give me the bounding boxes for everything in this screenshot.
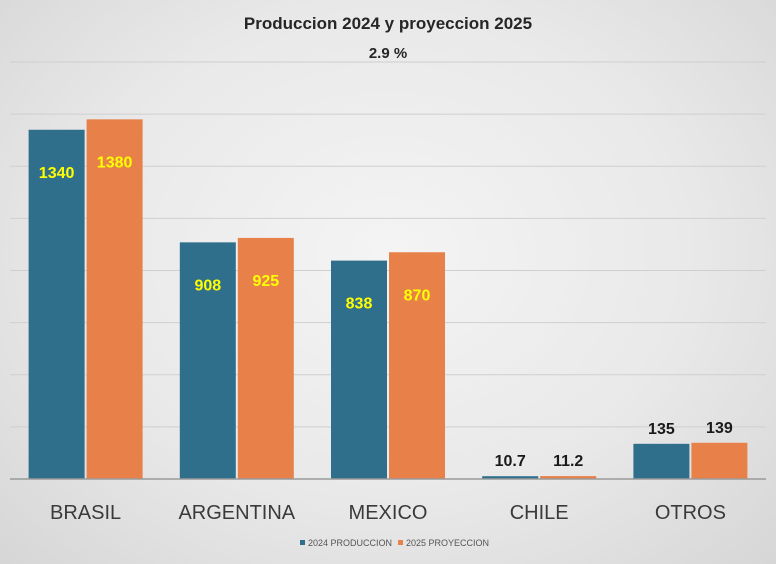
data-labels: 1340 1380 908 925 838 870 10.7 11.2 135 139 (39, 154, 733, 470)
category-label: BRASIL (50, 502, 121, 524)
data-label: 10.7 (495, 453, 526, 470)
legend-swatch (300, 540, 305, 545)
data-label: 139 (706, 420, 733, 437)
bar-argentina-2024 (179, 242, 236, 479)
bar-otros-2025 (691, 442, 748, 479)
bar-chile-2025 (540, 476, 597, 479)
bar-chile-2024 (482, 476, 539, 479)
data-label: 870 (404, 287, 431, 304)
legend-label: 2024 PRODUCCION (308, 538, 392, 548)
bar-brasil-2025 (86, 119, 143, 480)
data-label: 1340 (39, 165, 75, 182)
legend: 2024 PRODUCCION 2025 PROYECCION (300, 538, 489, 548)
chart-title: Produccion 2024 y proyeccion 2025 (244, 14, 532, 33)
bar-otros-2024 (633, 443, 690, 479)
bars (28, 119, 748, 480)
legend-label: 2025 PROYECCION (406, 538, 489, 548)
chart-subtitle: 2.9 % (369, 45, 407, 62)
legend-swatch (398, 540, 403, 545)
bar-argentina-2025 (237, 237, 294, 479)
bar-mexico-2025 (389, 252, 445, 479)
category-label: MEXICO (349, 502, 428, 524)
data-label: 11.2 (553, 453, 583, 470)
category-label: ARGENTINA (178, 502, 295, 524)
bar-brasil-2024 (28, 129, 85, 479)
category-labels: BRASIL ARGENTINA MEXICO CHILE OTROS (50, 502, 726, 524)
data-label: 1380 (97, 154, 133, 171)
data-label: 838 (346, 296, 373, 313)
data-label: 135 (648, 421, 675, 438)
data-label: 908 (194, 277, 221, 294)
category-label: OTROS (655, 502, 726, 524)
bar-mexico-2024 (331, 260, 387, 479)
category-label: CHILE (510, 502, 569, 524)
data-label: 925 (252, 273, 279, 290)
